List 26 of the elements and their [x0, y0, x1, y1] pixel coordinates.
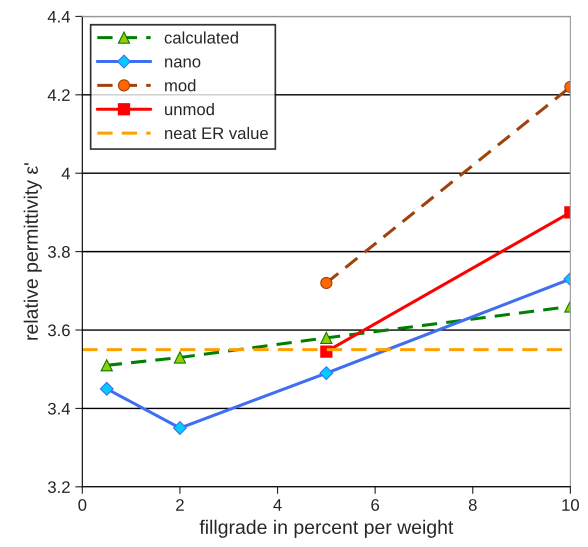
y-tick-label: 4 [62, 168, 70, 180]
x-tick-label: 4 [273, 499, 282, 511]
x-tick-label: 0 [78, 499, 86, 511]
point [100, 382, 114, 396]
y-tick-label: 3.6 [48, 324, 70, 336]
y-tick-label: 4.2 [48, 89, 70, 101]
x-tick-label: 10 [562, 499, 579, 511]
x-tick-label: 2 [176, 499, 184, 511]
legend-label: mod [165, 79, 196, 92]
y-axis-title: relative permittivity ε' [24, 163, 42, 340]
x-axis-title: fillgrade in percent per weight [200, 520, 454, 538]
point [319, 366, 334, 380]
y-tick-label: 3.4 [48, 402, 70, 415]
y-tick-label: 3.2 [48, 481, 70, 494]
point [172, 421, 187, 435]
legend-label: calculated [164, 31, 238, 44]
x-tick-label: 8 [468, 499, 477, 511]
y-tick-label: 3.8 [48, 246, 70, 258]
x-tick-label: 6 [371, 499, 380, 511]
point [174, 351, 186, 364]
point [320, 332, 332, 344]
point [100, 359, 113, 372]
legend-label: nano [165, 58, 200, 68]
legend-label: unmod [165, 103, 214, 116]
y-tick-label: 4.4 [48, 10, 70, 22]
legend-label: neat ER value [165, 126, 268, 140]
